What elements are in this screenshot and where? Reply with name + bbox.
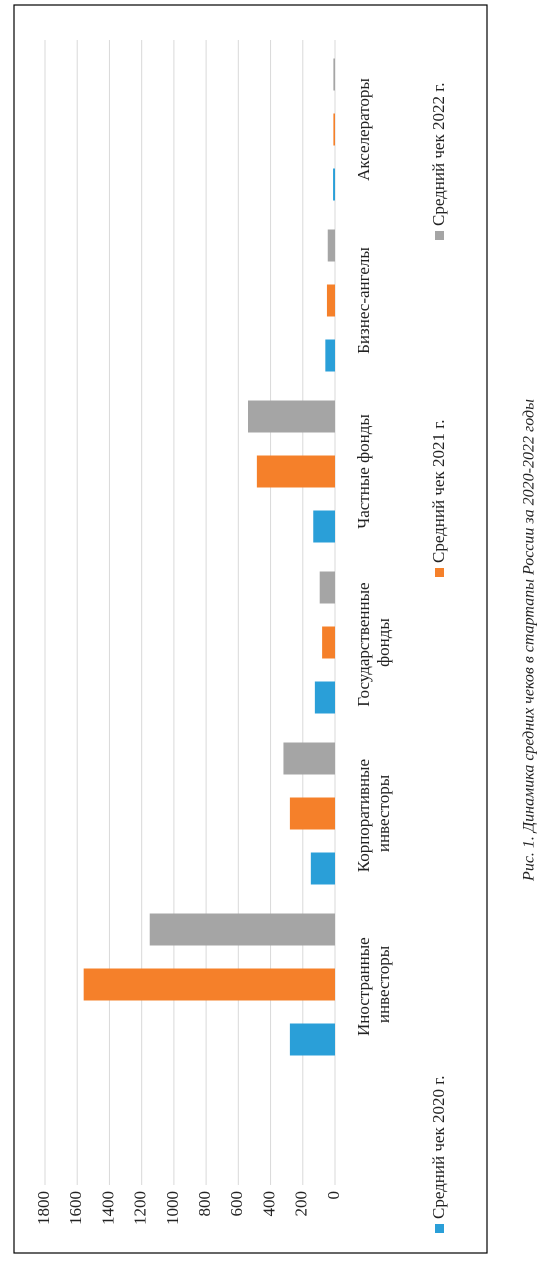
legend-marker bbox=[435, 231, 444, 240]
legend-label: Средний чек 2022 г. bbox=[429, 82, 448, 226]
frame bbox=[13, 4, 488, 1254]
value-tick-label: 0 bbox=[324, 1191, 343, 1200]
value-tick-label: 600 bbox=[227, 1191, 246, 1217]
bar bbox=[256, 455, 335, 488]
bar bbox=[326, 284, 336, 317]
legend-label: Средний чек 2021 г. bbox=[429, 419, 448, 563]
category-label: Иностранные инвесторы bbox=[354, 933, 393, 1036]
bar bbox=[333, 168, 336, 201]
bar bbox=[310, 852, 336, 885]
bar bbox=[289, 797, 335, 830]
bar bbox=[333, 58, 335, 91]
bar bbox=[289, 1023, 335, 1056]
category-label: Акселераторы bbox=[354, 78, 373, 181]
value-tick-label: 200 bbox=[292, 1191, 311, 1217]
category-label: Корпоративные инвесторы bbox=[354, 755, 393, 873]
bar bbox=[248, 400, 335, 433]
bar bbox=[314, 681, 336, 714]
value-tick-label: 1800 bbox=[34, 1191, 53, 1225]
bar bbox=[322, 626, 336, 659]
value-tick-label: 800 bbox=[195, 1191, 214, 1217]
bar bbox=[333, 113, 335, 146]
value-tick-label: 1000 bbox=[163, 1191, 182, 1225]
bar bbox=[283, 742, 336, 775]
bar bbox=[83, 968, 335, 1001]
category-label: Бизнес-ангелы bbox=[354, 247, 373, 354]
rotated-figure: Рис. 1. Динамика средних чеков в стартап… bbox=[13, 4, 538, 1254]
legend-label: Средний чек 2020 г. bbox=[429, 1075, 448, 1219]
value-tick-label: 1400 bbox=[98, 1191, 117, 1225]
bar bbox=[313, 510, 335, 543]
value-tick-label: 1200 bbox=[131, 1191, 150, 1225]
bar bbox=[327, 229, 335, 262]
value-tick-label: 400 bbox=[259, 1191, 278, 1217]
legend-marker bbox=[435, 1224, 444, 1233]
bar bbox=[325, 339, 336, 372]
category-label: Частные фонды bbox=[354, 414, 373, 529]
category-label: Государственные фонды bbox=[354, 578, 393, 707]
value-tick-label: 1600 bbox=[66, 1191, 85, 1225]
caption: Рис. 1. Динамика средних чеков в стартап… bbox=[521, 399, 538, 882]
bar bbox=[319, 571, 336, 604]
bar bbox=[149, 913, 335, 946]
legend-marker bbox=[435, 568, 444, 577]
